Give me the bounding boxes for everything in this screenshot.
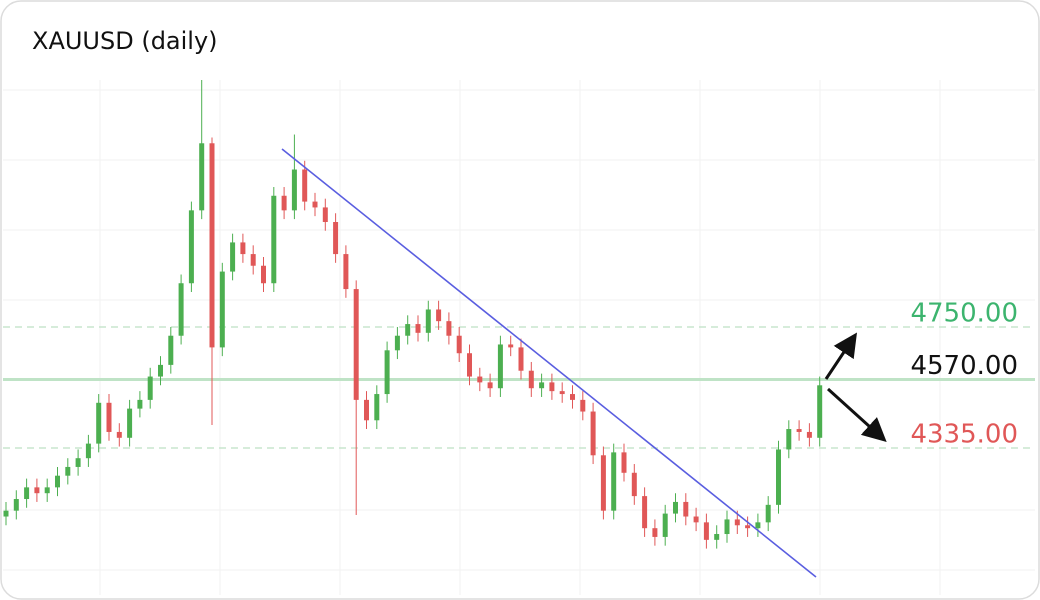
candle-body xyxy=(497,344,503,389)
candle-body xyxy=(745,525,751,529)
candle-body xyxy=(24,487,30,500)
candle-body xyxy=(271,195,277,284)
candle-body xyxy=(281,195,287,211)
candle-body xyxy=(425,309,431,333)
candle-body xyxy=(302,169,308,202)
candle-body xyxy=(250,254,256,266)
candle-body xyxy=(765,504,771,523)
candle-body xyxy=(3,510,9,517)
candle-body xyxy=(662,513,668,537)
candle-body xyxy=(487,382,493,389)
candle-body xyxy=(374,394,380,421)
candle-body xyxy=(652,528,658,537)
candle-body xyxy=(34,487,40,494)
candle-body xyxy=(364,399,369,421)
candle-body xyxy=(384,350,390,395)
levels: 4750.00 4570.00 4335.00 xyxy=(3,298,1035,449)
candle-body xyxy=(786,429,792,450)
candle-body xyxy=(343,254,349,290)
candle-body xyxy=(436,309,442,322)
candle-body xyxy=(806,431,812,438)
candle-body xyxy=(734,519,740,526)
candle-body xyxy=(796,429,802,432)
candle-body xyxy=(106,402,112,432)
candle-body xyxy=(621,452,627,473)
candle-body xyxy=(539,382,545,389)
arrow-down xyxy=(826,387,887,443)
candle-body xyxy=(230,242,236,272)
candle-body xyxy=(755,522,761,529)
candle-body xyxy=(261,265,266,284)
candle-body xyxy=(590,411,596,456)
arrow-up xyxy=(824,332,857,380)
candle-body xyxy=(137,399,143,409)
candle-body xyxy=(580,399,586,412)
candle-body xyxy=(312,201,318,208)
candle-body xyxy=(703,522,709,540)
candle-body xyxy=(291,169,297,211)
candle-body xyxy=(199,143,205,211)
candle-body xyxy=(188,210,194,284)
candle-body xyxy=(611,452,617,511)
candle-body xyxy=(127,408,133,438)
candle-body xyxy=(467,353,472,377)
candle-body xyxy=(508,344,514,348)
candle-body xyxy=(240,242,246,255)
trendline xyxy=(281,148,817,578)
candle-body xyxy=(673,501,678,514)
candle-body xyxy=(85,443,91,459)
candle-body xyxy=(776,449,781,505)
level-label: 4570.00 xyxy=(910,351,1018,381)
chart-title: XAUUSD (daily) xyxy=(32,27,218,55)
candle-body xyxy=(714,534,720,540)
candle-body xyxy=(55,475,60,488)
candle-body xyxy=(147,376,153,400)
candle-body xyxy=(158,364,163,377)
candle-body xyxy=(600,455,606,511)
candle-body xyxy=(683,501,689,517)
candle-body xyxy=(178,283,184,336)
candle-body xyxy=(570,394,575,400)
candle-body xyxy=(642,496,648,529)
candle-body xyxy=(322,207,328,223)
candle-body xyxy=(13,499,19,511)
level-label: 4335.00 xyxy=(910,419,1018,449)
candle-body xyxy=(353,289,359,400)
candle-body xyxy=(96,402,102,444)
candle-body xyxy=(693,516,699,523)
candle-body xyxy=(333,222,339,255)
candle-body xyxy=(559,391,565,395)
candle-body xyxy=(116,431,122,438)
candle-body xyxy=(528,370,534,389)
candle-body xyxy=(446,321,452,336)
candle-body xyxy=(549,382,555,392)
candle-body xyxy=(65,466,71,476)
candle-body xyxy=(168,335,174,365)
candle-body xyxy=(394,335,400,351)
candle-body xyxy=(456,335,462,354)
candle-body xyxy=(817,385,823,438)
candle-body xyxy=(219,271,225,348)
candle-body xyxy=(44,487,50,494)
candle-body xyxy=(75,458,81,467)
candle-body xyxy=(209,143,215,348)
level-label: 4750.00 xyxy=(910,298,1018,328)
candle-body xyxy=(415,324,421,333)
candle-body xyxy=(631,472,637,497)
candle-body xyxy=(518,347,524,371)
candle-body xyxy=(724,519,730,535)
candle-body xyxy=(405,324,411,336)
candle-body xyxy=(477,376,483,383)
